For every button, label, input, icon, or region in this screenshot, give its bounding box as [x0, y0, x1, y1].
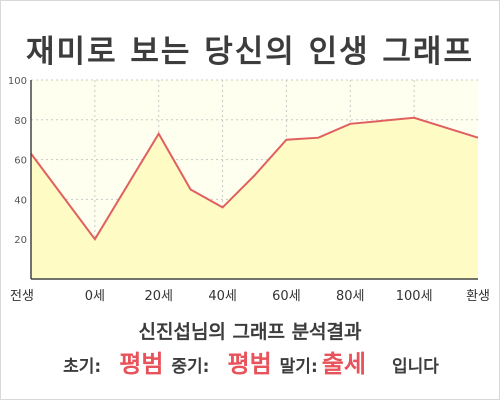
y-tick-label-20: 20: [14, 235, 27, 246]
y-tick-label-80: 80: [14, 116, 27, 127]
early-label: 초기:: [63, 357, 102, 377]
middle-label: 중기:: [171, 357, 210, 377]
x-tick-label-1: 0세: [85, 289, 105, 304]
early-value: 평범: [119, 350, 164, 378]
y-tick-label-100: 100: [8, 76, 27, 87]
series-area: [31, 117, 478, 279]
result-ending: 입니다: [391, 357, 439, 377]
life-chart: 20 40 60 80 100 전생 0세 20세 40세 60세 80세 100세 환생: [8, 76, 490, 304]
x-tick-label-2: 20세: [144, 289, 173, 304]
result-heading: 신진섭님의 그래프 분석결과: [138, 321, 362, 343]
x-tick-label-0: 전생: [10, 289, 34, 304]
series-line: [30, 116, 479, 241]
y-tick-label-60: 60: [14, 156, 27, 167]
late-label: 말기:: [279, 357, 318, 377]
x-tick-label-6: 100세: [396, 289, 433, 304]
late-value: 출세: [321, 350, 366, 378]
page-title: 재미로 보는 당신의 인생 그래프: [26, 34, 474, 70]
x-tick-label-3: 40세: [208, 289, 237, 304]
x-tick-label-4: 60세: [272, 289, 301, 304]
x-tick-label-7: 환생: [466, 289, 490, 304]
result-summary: 초기: 평범 중기: 평범 말기: 출세 입니다: [0, 346, 500, 382]
y-tick-label-40: 40: [14, 195, 27, 206]
middle-value: 평범: [227, 350, 272, 378]
x-tick-label-5: 80세: [336, 289, 365, 304]
